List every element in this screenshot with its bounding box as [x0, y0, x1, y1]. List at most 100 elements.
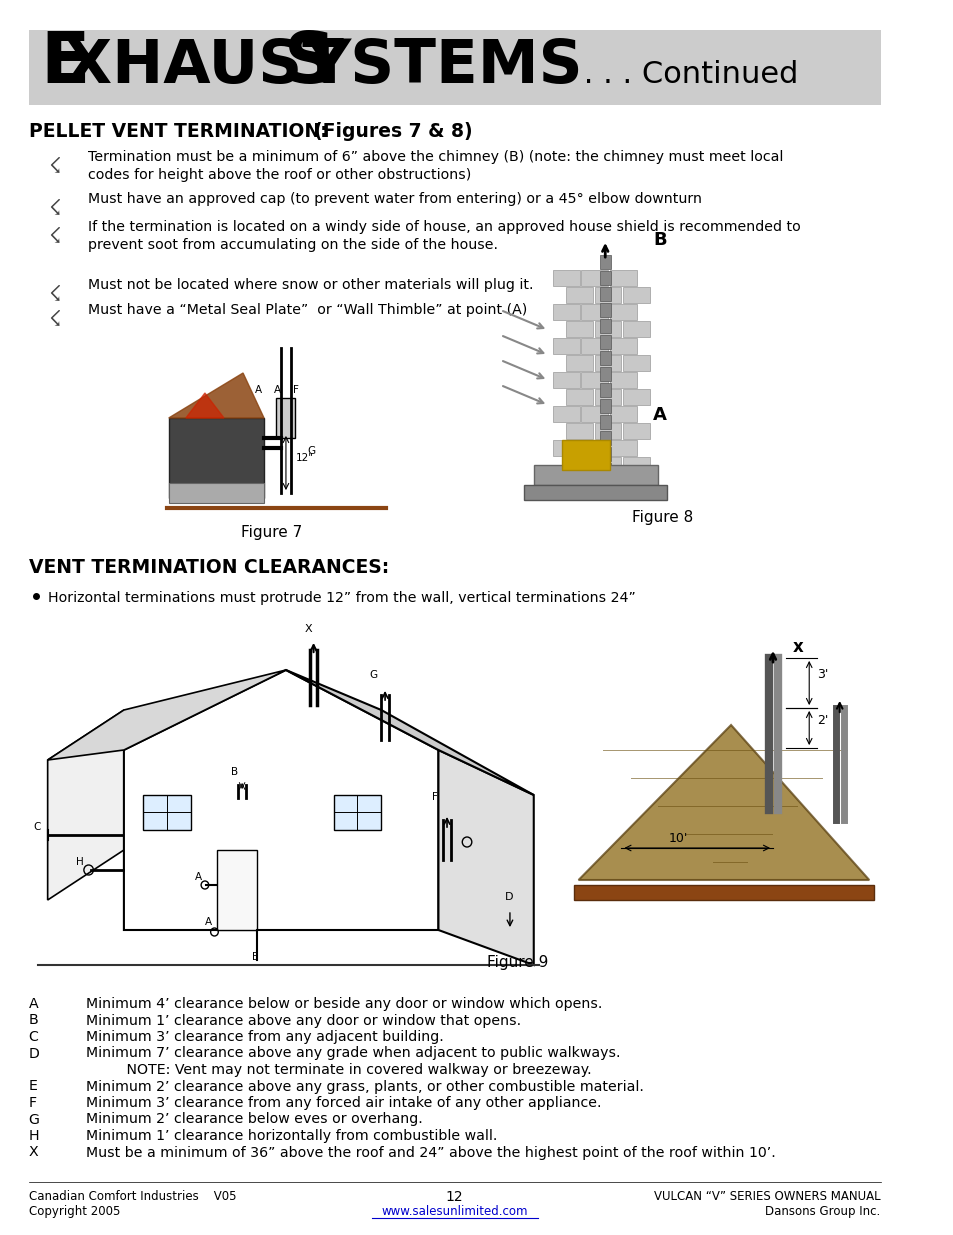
Bar [622, 321, 649, 337]
Polygon shape [186, 393, 224, 417]
Bar [594, 354, 620, 370]
Text: Minimum 1’ clearance above any door or window that opens.: Minimum 1’ clearance above any door or w… [86, 1014, 520, 1028]
Text: ☇: ☇ [48, 198, 61, 219]
Text: F: F [293, 385, 298, 395]
Text: ☇: ☇ [48, 226, 61, 246]
Polygon shape [578, 725, 868, 881]
Bar [594, 457, 620, 473]
Bar [598, 319, 610, 333]
Text: Figure 8: Figure 8 [631, 510, 692, 525]
Bar [552, 440, 578, 456]
Bar [598, 303, 610, 317]
Text: C: C [29, 1030, 38, 1044]
Text: Minimum 3’ clearance from any forced air intake of any other appliance.: Minimum 3’ clearance from any forced air… [86, 1095, 600, 1110]
Bar [565, 424, 592, 438]
Bar [609, 338, 636, 354]
Text: x: x [792, 638, 803, 656]
Text: X: X [29, 1146, 38, 1160]
Text: G: G [370, 671, 377, 680]
Bar [594, 389, 620, 405]
Bar [598, 399, 610, 412]
Bar [622, 354, 649, 370]
Bar [565, 287, 592, 303]
Text: B: B [231, 767, 237, 777]
Text: H: H [29, 1129, 39, 1144]
Text: Figure 7: Figure 7 [241, 525, 302, 540]
Bar [552, 338, 578, 354]
Text: A: A [29, 997, 38, 1011]
Text: ☇: ☇ [48, 156, 61, 177]
Bar [609, 406, 636, 422]
Polygon shape [48, 671, 286, 760]
Text: G: G [29, 1113, 39, 1126]
Text: Minimum 1’ clearance horizontally from combustible wall.: Minimum 1’ clearance horizontally from c… [86, 1129, 497, 1144]
Text: D: D [29, 1046, 39, 1061]
Bar [580, 406, 607, 422]
Bar [598, 287, 610, 301]
Bar [598, 431, 610, 445]
Bar [580, 338, 607, 354]
Bar [609, 270, 636, 287]
Text: ☇: ☇ [48, 309, 61, 329]
Bar [169, 417, 264, 498]
Text: X: X [305, 624, 313, 634]
Text: NOTE: Vent may not terminate in covered walkway or breezeway.: NOTE: Vent may not terminate in covered … [86, 1063, 591, 1077]
Bar [565, 321, 592, 337]
Bar [561, 440, 609, 471]
Polygon shape [169, 373, 264, 417]
Text: Copyright 2005: Copyright 2005 [29, 1205, 120, 1218]
Bar [622, 389, 649, 405]
Text: Minimum 3’ clearance from any adjacent building.: Minimum 3’ clearance from any adjacent b… [86, 1030, 443, 1044]
Text: Minimum 2’ clearance below eves or overhang.: Minimum 2’ clearance below eves or overh… [86, 1113, 422, 1126]
Bar [598, 447, 610, 461]
Text: E: E [40, 28, 90, 98]
Polygon shape [124, 671, 438, 930]
Bar [143, 795, 191, 830]
Text: (Figures 7 & 8): (Figures 7 & 8) [301, 122, 473, 141]
Bar [580, 440, 607, 456]
FancyBboxPatch shape [29, 30, 880, 105]
Text: . . . Continued: . . . Continued [573, 61, 798, 89]
Text: A: A [274, 385, 280, 395]
Text: 12": 12" [295, 453, 314, 463]
Bar [622, 424, 649, 438]
Bar [580, 372, 607, 388]
Bar [565, 389, 592, 405]
Text: 2': 2' [816, 714, 827, 727]
Text: XHAUST: XHAUST [65, 37, 365, 96]
Text: 3': 3' [816, 668, 827, 680]
Bar [552, 304, 578, 320]
Bar [598, 254, 610, 269]
Text: B: B [652, 231, 666, 249]
Bar [609, 440, 636, 456]
Text: Dansons Group Inc.: Dansons Group Inc. [764, 1205, 880, 1218]
Bar [598, 463, 610, 477]
Bar [594, 424, 620, 438]
Text: YSTEMS: YSTEMS [307, 37, 583, 96]
Bar [552, 372, 578, 388]
Bar [169, 483, 264, 503]
Bar [622, 287, 649, 303]
Bar [598, 270, 610, 285]
Text: Termination must be a minimum of 6” above the chimney (B) (note: the chimney mus: Termination must be a minimum of 6” abov… [88, 149, 782, 183]
Text: VULCAN “V” SERIES OWNERS MANUAL: VULCAN “V” SERIES OWNERS MANUAL [654, 1191, 880, 1203]
Bar [622, 457, 649, 473]
Text: PELLET VENT TERMINATION:: PELLET VENT TERMINATION: [29, 122, 327, 141]
Text: Must not be located where snow or other materials will plug it.: Must not be located where snow or other … [88, 278, 533, 291]
Text: If the termination is located on a windy side of house, an approved house shield: If the termination is located on a windy… [88, 220, 800, 252]
Bar [276, 398, 295, 438]
Bar [533, 466, 657, 485]
Bar [552, 270, 578, 287]
Text: E: E [29, 1079, 37, 1093]
Bar [594, 287, 620, 303]
Bar [598, 415, 610, 429]
Bar [580, 304, 607, 320]
Text: E: E [252, 952, 258, 962]
Bar [598, 367, 610, 382]
Bar [594, 321, 620, 337]
Text: G: G [308, 446, 315, 456]
Text: Figure 9: Figure 9 [486, 955, 547, 969]
Bar [524, 485, 666, 500]
Polygon shape [286, 671, 533, 795]
Text: Must have a “Metal Seal Plate”  or “Wall Thimble” at point (A): Must have a “Metal Seal Plate” or “Wall … [88, 303, 526, 317]
